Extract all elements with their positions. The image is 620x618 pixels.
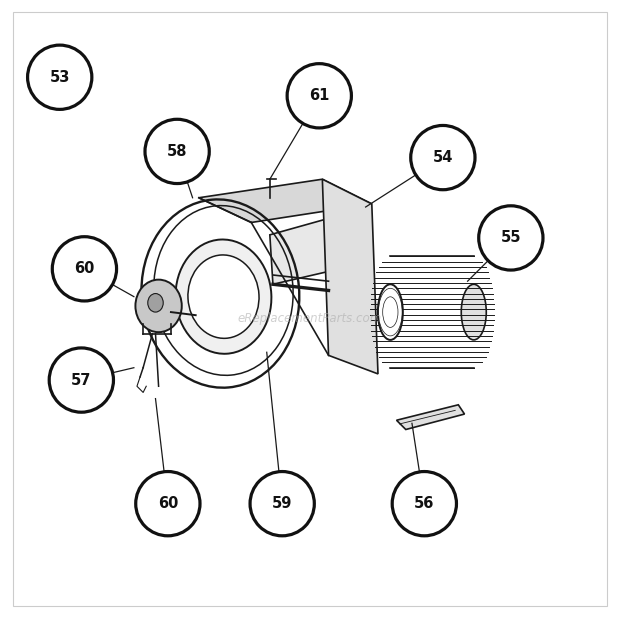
Circle shape xyxy=(27,45,92,109)
Ellipse shape xyxy=(461,284,486,340)
Circle shape xyxy=(250,472,314,536)
Text: eReplacementParts.com: eReplacementParts.com xyxy=(238,311,382,325)
Circle shape xyxy=(410,125,475,190)
Text: 56: 56 xyxy=(414,496,435,511)
Polygon shape xyxy=(322,179,378,374)
Ellipse shape xyxy=(378,284,403,340)
Circle shape xyxy=(52,237,117,301)
Text: 61: 61 xyxy=(309,88,329,103)
Circle shape xyxy=(145,119,210,184)
Ellipse shape xyxy=(188,255,259,338)
Text: 57: 57 xyxy=(71,373,92,387)
Circle shape xyxy=(392,472,456,536)
Polygon shape xyxy=(199,179,372,222)
Text: 58: 58 xyxy=(167,144,187,159)
Circle shape xyxy=(287,64,352,128)
Text: 60: 60 xyxy=(157,496,178,511)
Circle shape xyxy=(136,472,200,536)
Ellipse shape xyxy=(135,280,182,332)
Text: 59: 59 xyxy=(272,496,293,511)
Polygon shape xyxy=(270,213,353,284)
Ellipse shape xyxy=(148,294,163,312)
Polygon shape xyxy=(397,405,464,430)
Text: 55: 55 xyxy=(500,231,521,245)
Circle shape xyxy=(49,348,113,412)
Circle shape xyxy=(479,206,543,270)
Text: 54: 54 xyxy=(433,150,453,165)
Text: 53: 53 xyxy=(50,70,70,85)
Ellipse shape xyxy=(175,240,272,353)
Text: 60: 60 xyxy=(74,261,95,276)
